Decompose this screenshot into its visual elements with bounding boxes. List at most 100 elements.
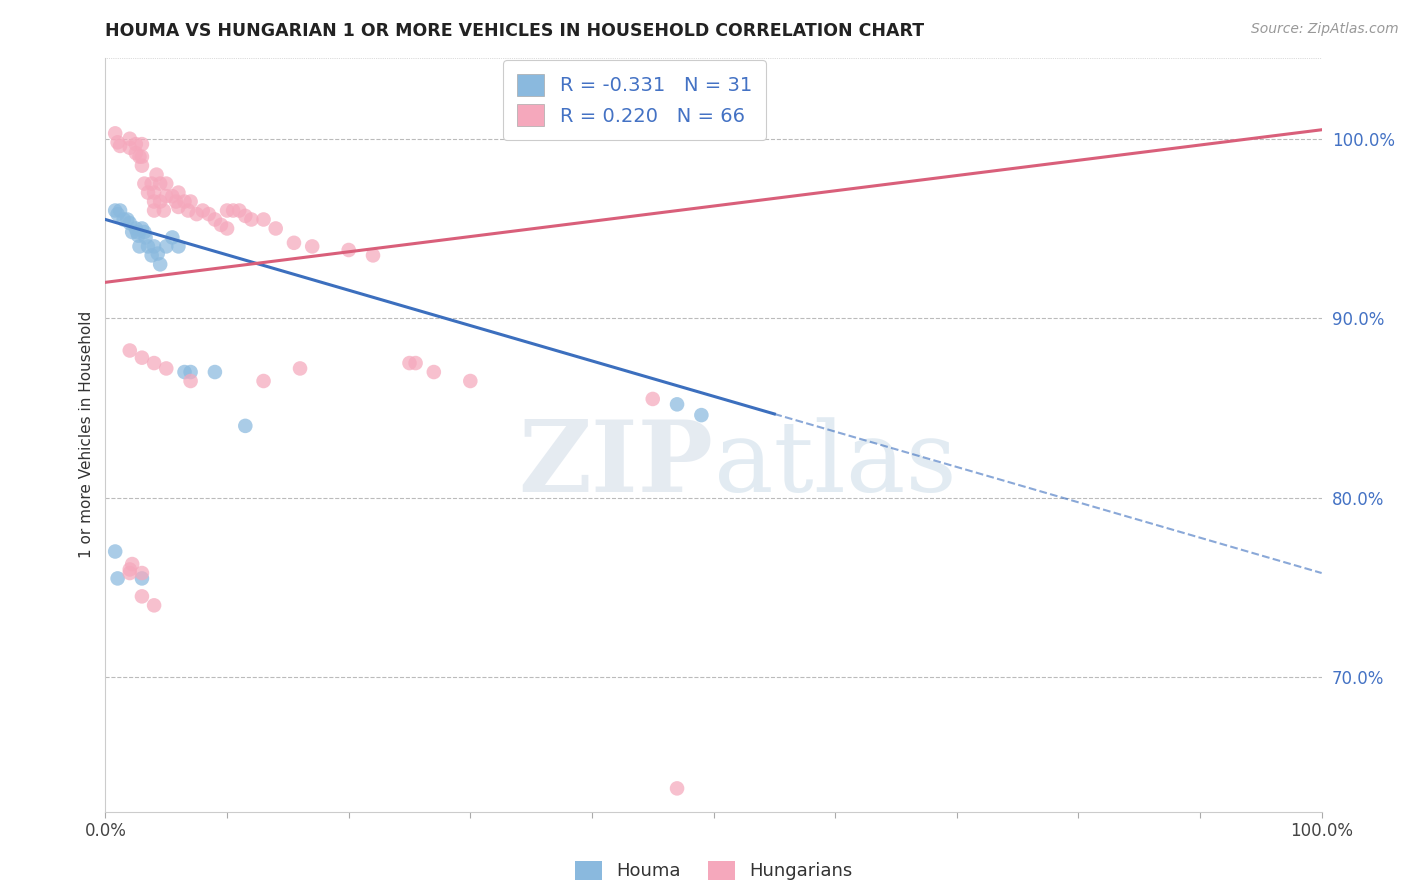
Point	[118, 216, 141, 230]
Point	[117, 212, 139, 227]
Point	[143, 194, 166, 209]
Point	[131, 351, 153, 365]
Point	[405, 356, 427, 370]
Point	[173, 365, 195, 379]
Point	[666, 781, 689, 796]
Point	[128, 239, 150, 253]
Point	[135, 230, 157, 244]
Point	[155, 189, 177, 203]
Point	[162, 230, 184, 244]
Point	[233, 209, 256, 223]
Point	[104, 203, 127, 218]
Point	[136, 186, 159, 200]
Point	[155, 361, 177, 376]
Point	[131, 150, 153, 164]
Point	[641, 392, 664, 406]
Point	[423, 365, 446, 379]
Point	[155, 177, 177, 191]
Point	[118, 141, 141, 155]
Point	[143, 356, 166, 370]
Point	[149, 257, 172, 271]
Point	[177, 203, 200, 218]
Point	[180, 365, 202, 379]
Point	[186, 207, 208, 221]
Point	[118, 132, 141, 146]
Point	[131, 159, 153, 173]
Point	[252, 374, 274, 388]
Point	[145, 168, 167, 182]
Point	[104, 544, 127, 558]
Point	[128, 150, 150, 164]
Point	[118, 562, 141, 576]
Point	[149, 177, 172, 191]
Point	[180, 374, 202, 388]
Text: HOUMA VS HUNGARIAN 1 OR MORE VEHICLES IN HOUSEHOLD CORRELATION CHART: HOUMA VS HUNGARIAN 1 OR MORE VEHICLES IN…	[105, 22, 925, 40]
Point	[108, 139, 131, 153]
Point	[458, 374, 481, 388]
Point	[191, 203, 214, 218]
Point	[131, 137, 153, 152]
Point	[264, 221, 287, 235]
Point	[167, 239, 190, 253]
Point	[153, 203, 176, 218]
Point	[155, 239, 177, 253]
Point	[108, 203, 131, 218]
Point	[118, 566, 141, 580]
Point	[131, 566, 153, 580]
Point	[217, 203, 239, 218]
Point	[143, 203, 166, 218]
Point	[134, 225, 156, 239]
Point	[198, 207, 221, 221]
Point	[361, 248, 384, 262]
Point	[283, 235, 305, 250]
Point	[131, 571, 153, 585]
Point	[204, 365, 226, 379]
Point	[666, 397, 689, 411]
Point	[162, 189, 184, 203]
Point	[107, 136, 129, 150]
Point	[167, 186, 190, 200]
Legend: Houma, Hungarians: Houma, Hungarians	[565, 852, 862, 889]
Point	[121, 557, 143, 571]
Text: Source: ZipAtlas.com: Source: ZipAtlas.com	[1251, 22, 1399, 37]
Point	[131, 590, 153, 604]
Point	[107, 207, 129, 221]
Point	[398, 356, 420, 370]
Point	[165, 194, 187, 209]
Point	[125, 225, 148, 239]
Point	[167, 200, 190, 214]
Point	[112, 212, 135, 227]
Point	[222, 203, 245, 218]
Point	[217, 221, 239, 235]
Point	[288, 361, 311, 376]
Point	[143, 599, 166, 613]
Point	[131, 221, 153, 235]
Point	[141, 177, 163, 191]
Point	[141, 248, 163, 262]
Point	[301, 239, 323, 253]
Point	[228, 203, 250, 218]
Point	[143, 239, 166, 253]
Text: ZIP: ZIP	[519, 417, 713, 514]
Point	[146, 246, 169, 260]
Point	[125, 137, 148, 152]
Point	[690, 408, 713, 422]
Point	[118, 343, 141, 358]
Point	[252, 212, 274, 227]
Point	[204, 212, 226, 227]
Y-axis label: 1 or more Vehicles in Household: 1 or more Vehicles in Household	[79, 311, 94, 558]
Text: atlas: atlas	[713, 417, 956, 513]
Point	[143, 186, 166, 200]
Point	[125, 146, 148, 161]
Point	[104, 127, 127, 141]
Point	[127, 228, 149, 243]
Point	[233, 418, 256, 433]
Point	[134, 177, 156, 191]
Point	[107, 571, 129, 585]
Point	[173, 194, 195, 209]
Point	[209, 218, 232, 232]
Point	[125, 221, 148, 235]
Point	[337, 243, 360, 257]
Point	[149, 194, 172, 209]
Point	[136, 239, 159, 253]
